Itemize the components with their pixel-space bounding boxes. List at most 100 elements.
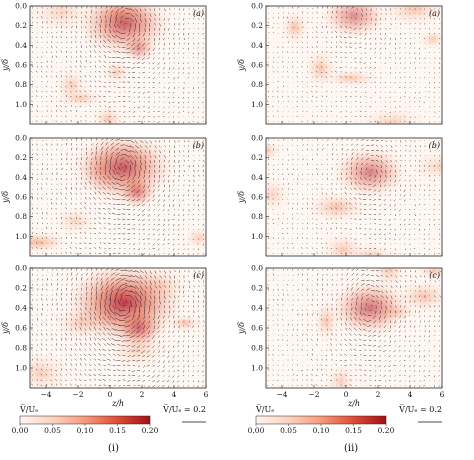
colorbar-gradient xyxy=(255,415,387,425)
color-patch xyxy=(358,106,427,124)
y-axis-label: y/δ xyxy=(1,59,10,72)
x-tick-label: 6 xyxy=(440,390,445,399)
x-tick-label: 4 xyxy=(172,390,177,399)
colorbar-i: V̅/Uₑ 0.00 0.05 0.10 0.15 0.20 V̅/Uₑ = 0.2 xyxy=(12,405,206,435)
colorbar-tick-label: 0.20 xyxy=(378,426,395,435)
panel-i-a: (a) 0.0 0.2 0.4 0.6 0.8 1.0 y/δ xyxy=(1,2,207,125)
color-patch xyxy=(410,150,442,183)
y-tick-label: 0.4 xyxy=(251,41,263,50)
y-tick-label: 0.0 xyxy=(15,134,27,143)
x-tick-label: 0 xyxy=(344,390,349,399)
column-label-ii: (ii) xyxy=(344,443,359,454)
y-tick-label: 0.4 xyxy=(15,41,27,50)
x-tick-label: 0 xyxy=(108,390,113,399)
color-patch xyxy=(304,192,369,223)
color-patch xyxy=(53,207,96,235)
y-tick-label: 1.0 xyxy=(15,232,27,241)
reference-vector: V̅/Uₑ = 0.2 xyxy=(398,405,442,423)
reference-vector-label: V̅/Uₑ = 0.2 xyxy=(162,405,206,414)
x-tick-label: 2 xyxy=(376,390,381,399)
y-tick-label: 0.8 xyxy=(251,80,263,89)
vector-field xyxy=(31,138,205,256)
y-tick-label: 1.0 xyxy=(251,100,263,109)
panel-i-c: (c) 0.0 0.2 0.4 0.6 0.8 1.0 y/δ −4 −2 0 2 4 6 z/h xyxy=(1,264,209,409)
y-tick-label: 0.2 xyxy=(251,284,263,293)
color-patch xyxy=(30,229,65,254)
y-tick-label: 0.4 xyxy=(251,304,263,313)
x-tick-label: 4 xyxy=(408,390,413,399)
panel-letter: (a) xyxy=(193,9,204,18)
colorbar-tick-label: 0.05 xyxy=(280,426,297,435)
y-axis-label: y/δ xyxy=(237,59,246,72)
column-label-i: (i) xyxy=(108,443,120,454)
panel-letter: (b) xyxy=(429,141,440,150)
y-tick-label: 0.8 xyxy=(251,344,263,353)
y-tick-label: 0.6 xyxy=(15,324,27,333)
panel-letter: (a) xyxy=(429,9,440,18)
x-tick-label: −4 xyxy=(276,390,287,399)
color-patch xyxy=(304,49,337,88)
color-patch xyxy=(266,177,290,213)
y-tick-label: 1.0 xyxy=(15,100,27,109)
y-tick-label: 0.8 xyxy=(15,80,27,89)
color-patch xyxy=(419,30,442,49)
reference-vector: V̅/Uₑ = 0.2 xyxy=(162,405,206,423)
y-tick-label: 1.0 xyxy=(251,232,263,241)
color-patch xyxy=(416,268,442,280)
y-tick-label: 0.0 xyxy=(251,264,263,273)
color-patch xyxy=(321,233,365,256)
y-tick-label: 0.8 xyxy=(15,212,27,221)
colorbar-ii: V̅/Uₑ 0.00 0.05 0.10 0.15 0.20 V̅/Uₑ = 0.2 xyxy=(248,405,442,435)
color-patch xyxy=(323,69,378,88)
y-tick-label: 0.2 xyxy=(15,153,27,162)
colorbar-label: V̅/Uₑ xyxy=(255,405,274,414)
y-tick-label: 0.2 xyxy=(251,21,263,30)
color-patch xyxy=(55,69,87,102)
y-axis-label: y/δ xyxy=(237,191,246,204)
vector-field xyxy=(31,268,205,388)
x-tick-label: 2 xyxy=(140,390,145,399)
vector-field xyxy=(267,268,441,388)
color-patch xyxy=(92,104,125,124)
y-tick-label: 0.8 xyxy=(251,212,263,221)
y-tick-label: 0.8 xyxy=(15,344,27,353)
vector-field xyxy=(267,6,441,123)
color-patch xyxy=(30,351,70,388)
y-axis-label: y/δ xyxy=(237,322,246,335)
y-tick-label: 0.4 xyxy=(251,173,263,182)
colorbar-tick-label: 0.05 xyxy=(44,426,61,435)
y-tick-label: 0.0 xyxy=(15,2,27,11)
color-patch xyxy=(183,227,206,249)
y-tick-label: 0.2 xyxy=(15,21,27,30)
colorbar-tick-label: 0.00 xyxy=(12,426,29,435)
x-axis-label: z/h xyxy=(347,399,360,408)
x-tick-label: 6 xyxy=(204,390,209,399)
colorbar-tick-label: 0.20 xyxy=(142,426,159,435)
y-axis-label: y/δ xyxy=(1,322,10,335)
panel-letter: (c) xyxy=(429,271,440,280)
y-tick-label: 0.2 xyxy=(15,284,27,293)
panel-ii-b: (b) 0.0 0.2 0.4 0.6 0.8 1.0 y/δ xyxy=(237,134,443,257)
y-tick-label: 0.6 xyxy=(15,193,27,202)
colorbar-tick-label: 0.15 xyxy=(345,426,362,435)
vector-field xyxy=(267,138,441,256)
panel-letter: (c) xyxy=(193,271,204,280)
panel-ii-c: (c) 0.0 0.2 0.4 0.6 0.8 1.0 y/δ −4 −2 0 2 4 6 z/h xyxy=(237,264,445,409)
colorbar-gradient xyxy=(19,415,151,425)
y-tick-label: 1.0 xyxy=(251,364,263,373)
y-tick-label: 0.0 xyxy=(15,264,27,273)
vortex-hotspot xyxy=(112,306,165,350)
color-patch xyxy=(101,60,131,84)
color-patch xyxy=(380,6,442,27)
x-tick-label: −2 xyxy=(72,390,83,399)
vector-field xyxy=(31,6,205,124)
y-tick-label: 0.0 xyxy=(251,2,263,11)
y-tick-label: 0.2 xyxy=(251,153,263,162)
colorbar-tick-label: 0.10 xyxy=(77,426,94,435)
x-tick-label: −4 xyxy=(40,390,51,399)
colorbar-tick-label: 0.00 xyxy=(248,426,265,435)
color-patch xyxy=(325,363,357,388)
panel-letter: (b) xyxy=(193,141,204,150)
colorbar-tick-label: 0.10 xyxy=(313,426,330,435)
